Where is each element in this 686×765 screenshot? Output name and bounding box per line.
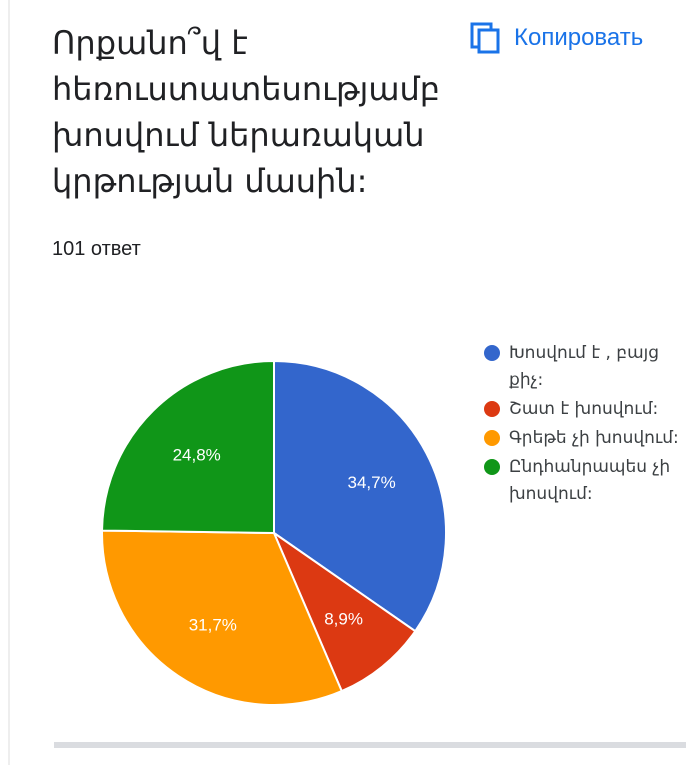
legend-swatch: [484, 401, 500, 417]
legend-item-1[interactable]: Խոսվում է , բայց քիչ:: [484, 340, 686, 394]
copy-button-label: Копировать: [514, 24, 644, 51]
page-edge-divider: [8, 0, 10, 765]
response-count: 101 ответ: [52, 238, 141, 260]
pie-slice-label-4: 24,8%: [173, 446, 221, 465]
legend-label: Գրեթե չի խոսվում:: [509, 428, 679, 448]
legend-item-2[interactable]: Շատ է խոսվում:: [484, 396, 686, 423]
chart-legend: Խոսվում է , բայց քիչ: Շատ է խոսվում: Գրեթե…: [484, 340, 686, 510]
legend-label: Խոսվում է , բայց քիչ:: [509, 343, 660, 390]
pie-slice-2[interactable]: [271, 530, 417, 693]
pie-slice-4[interactable]: [101, 359, 275, 535]
legend-label: Ընդհանրապես չի խոսվում:: [509, 457, 671, 504]
question-title: Որքանո՞վ է հեռուստատեսությամբ խոսվում նե…: [52, 24, 441, 200]
legend-swatch: [484, 345, 500, 361]
pie-slice-label-1: 34,7%: [347, 473, 395, 492]
copy-button[interactable]: Копировать: [470, 20, 643, 56]
pie-slice-label-2: 8,9%: [324, 609, 363, 628]
legend-swatch: [484, 459, 500, 475]
copy-icon: [470, 22, 500, 54]
legend-item-3[interactable]: Գրեթե չի խոսվում:: [484, 425, 686, 452]
bottom-scroll-bar: [54, 742, 686, 748]
pie-slice-3[interactable]: [101, 529, 344, 706]
pie-chart: 34,7% 8,9% 31,7% 24,8%: [101, 359, 447, 706]
pie-slice-1[interactable]: [273, 359, 447, 633]
legend-label: Շատ է խոսվում:: [509, 399, 659, 419]
legend-swatch: [484, 430, 500, 446]
pie-slice-label-3: 31,7%: [189, 616, 237, 635]
legend-item-4[interactable]: Ընդհանրապես չի խոսվում:: [484, 454, 686, 508]
